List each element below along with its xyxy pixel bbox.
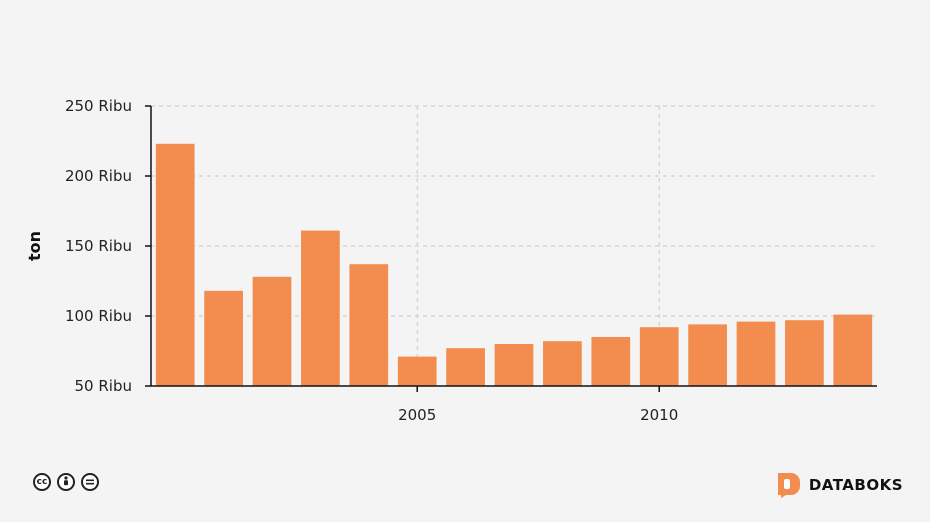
bars [155,143,873,386]
bar-2001 [204,290,243,386]
license-badges: cc [33,473,99,491]
bar-2003 [301,230,340,386]
bar-2009 [591,337,631,386]
bar-2005 [397,356,437,386]
bar-2004 [349,264,389,386]
bar-2011 [688,324,727,386]
cc-icon: cc [33,473,51,491]
bar-2010 [639,327,679,386]
y-tick-label: 250 Ribu [65,97,132,115]
bar-2007 [494,344,534,386]
bar-2006 [446,348,485,386]
bar-2008 [543,341,582,386]
axes [145,105,877,392]
databoks-logo: DATABOKS [777,472,903,498]
y-tick-label: 50 Ribu [75,377,132,395]
bar-2002 [252,276,292,386]
y-tick-label: 100 Ribu [65,307,132,325]
bar-2000 [155,143,195,386]
y-tick-label: 150 Ribu [65,237,132,255]
x-tick-label: 2005 [398,406,436,424]
attribution-icon [57,473,75,491]
y-tick-label: 200 Ribu [65,167,132,185]
bar-2014 [833,314,873,386]
bar-2013 [785,320,824,386]
bar-2012 [736,321,776,386]
x-tick-label: 2010 [640,406,678,424]
no-derivatives-icon [81,473,99,491]
brand-name: DATABOKS [808,476,903,494]
databoks-mark-icon [777,473,800,498]
y-axis-label: ton [25,231,44,261]
tick-labels: 50 Ribu 100 Ribu 150 Ribu 200 Ribu 250 Ribu 2… [65,97,678,424]
